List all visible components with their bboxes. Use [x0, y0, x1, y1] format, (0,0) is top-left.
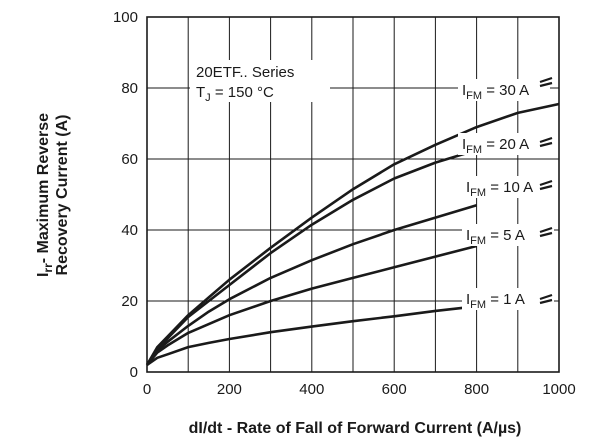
series-label-background — [462, 224, 554, 246]
series-label-1: IFM = 30 A — [462, 82, 529, 102]
series-line-5 — [146, 305, 477, 366]
series-label-leader — [539, 184, 553, 191]
series-label-5: IFM = 1 A — [466, 291, 525, 311]
x-tick-label: 600 — [382, 381, 407, 398]
series-label-background — [458, 79, 550, 101]
y-axis-title: Irr- Maximum Reverse Recovery Current (A… — [35, 113, 71, 277]
series-line-3 — [145, 203, 477, 366]
series-label-leader — [539, 81, 553, 88]
series-label-leader — [539, 293, 553, 301]
series-label-leader — [539, 231, 553, 238]
series-label-leader — [539, 179, 553, 187]
x-tick-label: 800 — [464, 381, 489, 398]
series-label-background — [458, 133, 550, 155]
x-tick-label: 200 — [217, 381, 242, 398]
y-tick-label: 80 — [121, 80, 138, 97]
y-axis-title-line1: Irr- Maximum Reverse — [35, 113, 55, 277]
series-label-leader — [539, 136, 553, 144]
series-labels: IFM = 30 A IFM = 20 A IFM = 10 A IFM = 5 A I… — [458, 76, 554, 311]
series-label-background — [462, 176, 554, 198]
series-label-leader — [539, 226, 553, 234]
tick-labels: 0 200 400 600 800 1000 0 20 40 60 80 100 — [113, 9, 576, 398]
y-axis-title-line2: Recovery Current (A) — [54, 115, 71, 276]
x-axis-title: dI/dt - Rate of Fall of Forward Current … — [189, 420, 522, 437]
series-label-4: IFM = 5 A — [466, 227, 525, 247]
y-tick-label: 20 — [121, 293, 138, 310]
series-label-3: IFM = 10 A — [466, 179, 533, 199]
series-label-leader — [539, 141, 553, 148]
y-tick-label: 60 — [121, 151, 138, 168]
annotation-series: 20ETF.. Series — [196, 64, 294, 81]
y-tick-label: 0 — [130, 364, 138, 381]
series-lines — [145, 102, 560, 366]
x-tick-label: 400 — [299, 381, 324, 398]
series-label-leader — [539, 76, 553, 84]
series-line-2 — [145, 148, 477, 366]
plot-frame — [146, 16, 560, 373]
series-line-4 — [145, 244, 477, 366]
series-label-2: IFM = 20 A — [462, 136, 529, 156]
annotation-background — [190, 60, 330, 102]
annotation-temperature: TJ = 150 °C — [196, 84, 274, 104]
x-tick-label: 1000 — [542, 381, 575, 398]
x-tick-label: 0 — [143, 381, 151, 398]
series-label-background — [462, 288, 554, 310]
y-tick-label: 40 — [121, 222, 138, 239]
series-label-leader — [539, 298, 553, 305]
y-tick-label: 100 — [113, 9, 138, 26]
annotation-box: 20ETF.. Series TJ = 150 °C — [190, 60, 330, 104]
